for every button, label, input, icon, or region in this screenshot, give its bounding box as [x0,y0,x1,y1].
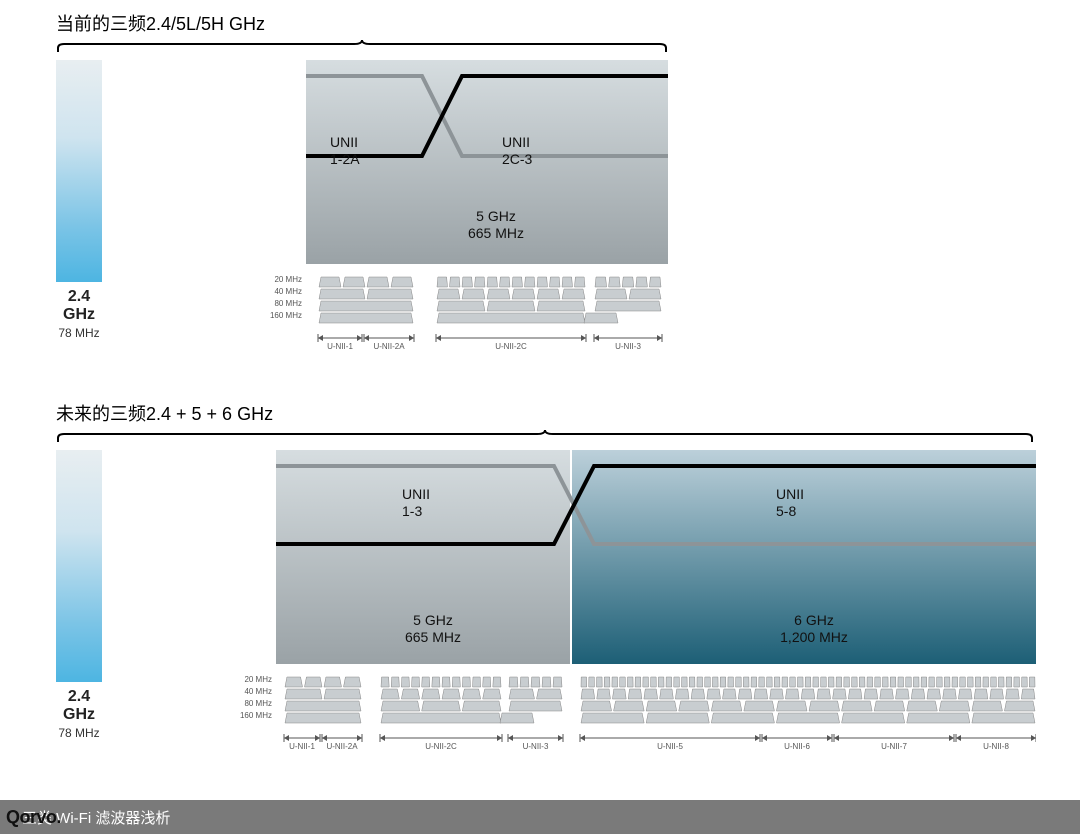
filter-label: UNII1-3 [402,486,430,520]
channel-row-label: 160 MHz [232,711,272,720]
freq-label: 5 GHz665 MHz [393,612,473,646]
qorvo-logo: Qorvo. [0,800,61,834]
top-section: 2.4 GHz78 MHz 5 GHz665 MHz UNII1-2A UNII2C-… [56,60,1080,382]
filter-label: UNII2C-3 [502,134,532,168]
unii-axis: U-NII-1U-NII-2AU-NII-2CU-NII-3U-NII-5U-N… [276,734,1036,754]
channel-row-label: 160 MHz [262,311,302,320]
bottom-section: 2.4 GHz78 MHz 5 GHz665 MHz 6 GHz1,200 MHz U… [56,450,1080,780]
unii-segment-label: U-NII-2C [380,742,502,751]
spectrum-panel: 5 GHz665 MHz 6 GHz1,200 MHz UNII1-3 UNII5-8 [276,450,1036,664]
unii-segment-label: U-NII-3 [508,742,563,751]
unii-segment-label: U-NII-8 [956,742,1036,751]
channel-row-label: 20 MHz [262,275,302,284]
unii-segment-label: U-NII-3 [594,342,662,351]
channel-row-label: 80 MHz [232,699,272,708]
unii-segment-label: U-NII-2A [322,742,362,751]
unii-segment-label: U-NII-6 [762,742,832,751]
channel-rows: 20 MHz40 MHz80 MHz160 MHz [306,276,668,330]
spectrum-panel: 5 GHz665 MHz UNII1-2A UNII2C-3 [306,60,668,264]
channel-row-label: 40 MHz [262,287,302,296]
unii-axis: U-NII-1U-NII-2A U-NII-2C U-NII-3 [306,334,668,354]
channel-row-label: 80 MHz [262,299,302,308]
freq-label: 5 GHz665 MHz [456,208,536,242]
channel-row-label: 40 MHz [232,687,272,696]
band-2.4ghz: 2.4 GHz78 MHz [56,450,102,740]
unii-segment-label: U-NII-5 [580,742,760,751]
freq-label: 6 GHz1,200 MHz [774,612,854,646]
filter-label: UNII1-2A [330,134,360,168]
bottom-title: 未来的三频2.4 + 5 + 6 GHz [56,400,1080,426]
footer-bar: 三类 Wi-Fi 滤波器浅析 [0,800,1080,834]
unii-segment-label: U-NII-7 [834,742,954,751]
unii-segment-label: U-NII-1 [284,742,320,751]
unii-segment-label: U-NII-2C [436,342,586,351]
channel-rows: 20 MHz40 MHz80 MHz160 MHz [276,676,1036,730]
band-2.4ghz: 2.4 GHz78 MHz [56,60,102,340]
top-bracket [56,40,1080,54]
page: 当前的三频2.4/5L/5H GHz 2.4 GHz78 MHz 5 GHz665… [0,0,1080,834]
unii-segment-label: U-NII-1 [318,342,362,351]
bottom-bracket [56,430,1080,444]
channel-row-label: 20 MHz [232,675,272,684]
unii-segment-label: U-NII-2A [364,342,414,351]
top-title: 当前的三频2.4/5L/5H GHz [56,10,1080,36]
filter-label: UNII5-8 [776,486,804,520]
